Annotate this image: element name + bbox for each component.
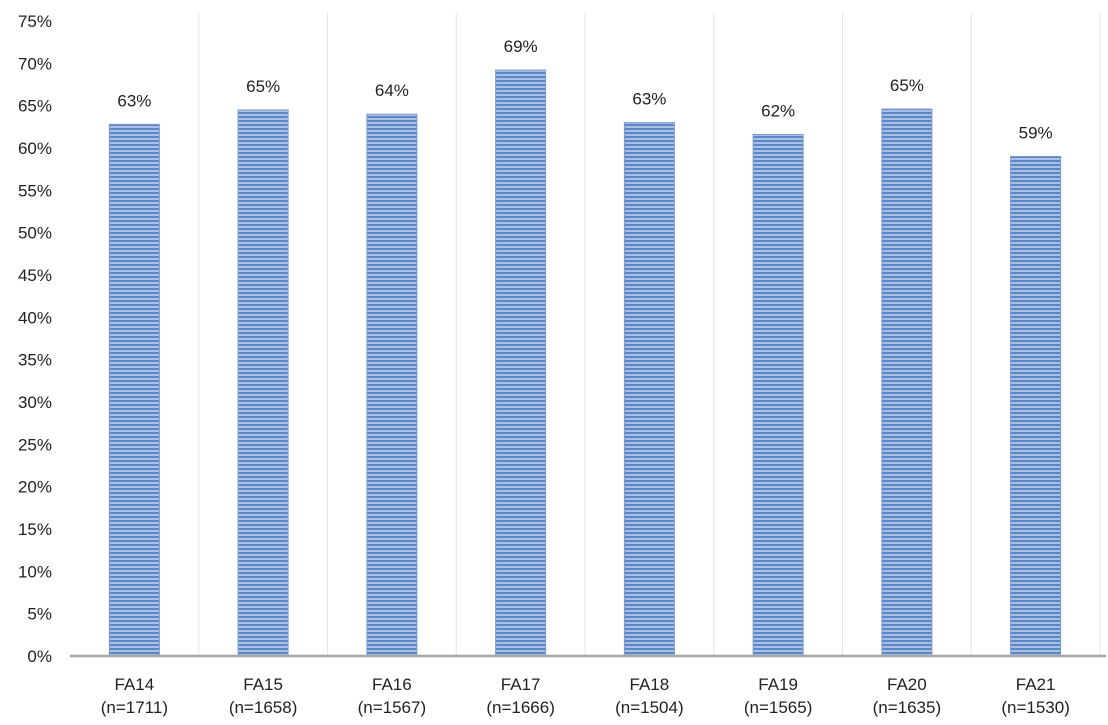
y-tick-label: 25%: [18, 435, 52, 454]
y-tick-label: 60%: [18, 139, 52, 158]
x-tick-label: FA17 (n=1666): [486, 675, 555, 717]
y-tick-label: 50%: [18, 224, 52, 243]
y-tick-label: 5%: [27, 605, 52, 624]
data-label: 65%: [890, 76, 924, 95]
data-labels: 63% 65% 64% 69% 63% 62% 65% 59%: [117, 37, 1052, 142]
bar: [881, 108, 933, 657]
category-separators: [198, 13, 1101, 656]
x-tick-label: FA18 (n=1504): [615, 675, 684, 717]
y-tick-label: 55%: [18, 181, 52, 200]
data-label: 63%: [632, 90, 666, 109]
x-tick-label: FA20 (n=1635): [873, 675, 942, 717]
data-label: 65%: [246, 77, 280, 96]
y-tick-label: 40%: [18, 308, 52, 327]
x-tick-label: FA16 (n=1567): [358, 675, 427, 717]
x-tick-label: FA15 (n=1658): [229, 675, 298, 717]
x-axis: FA14 (n=1711) FA15 (n=1658) FA16 (n=1567) FA17…: [101, 675, 1070, 717]
y-tick-label: 70%: [18, 54, 52, 73]
data-label: 69%: [504, 37, 538, 56]
data-label: 63%: [117, 91, 151, 110]
y-tick-label: 30%: [18, 393, 52, 412]
x-tick-label: FA21 (n=1530): [1001, 675, 1070, 717]
data-label: 62%: [761, 101, 795, 120]
y-tick-label: 35%: [18, 351, 52, 370]
bar: [623, 122, 675, 657]
bar: [366, 113, 418, 657]
y-tick-label: 20%: [18, 478, 52, 497]
bar: [1010, 155, 1062, 657]
x-tick-label: FA14 (n=1711): [101, 675, 168, 717]
y-axis: 0% 5% 10% 15% 20% 25% 30% 35% 40% 45% 50% 55% 60% 65%…: [18, 12, 52, 666]
x-tick-label: FA19 (n=1565): [744, 675, 813, 717]
y-tick-label: 45%: [18, 266, 52, 285]
bar: [237, 109, 289, 657]
y-tick-label: 15%: [18, 520, 52, 539]
bar: [108, 123, 160, 657]
bar: [752, 133, 804, 657]
bar: [495, 69, 547, 657]
y-tick-label: 0%: [27, 647, 52, 666]
y-tick-label: 10%: [18, 562, 52, 581]
data-label: 64%: [375, 81, 409, 100]
data-label: 59%: [1019, 123, 1053, 142]
y-tick-label: 65%: [18, 97, 52, 116]
bars: [108, 69, 1062, 657]
y-tick-label: 75%: [18, 12, 52, 31]
